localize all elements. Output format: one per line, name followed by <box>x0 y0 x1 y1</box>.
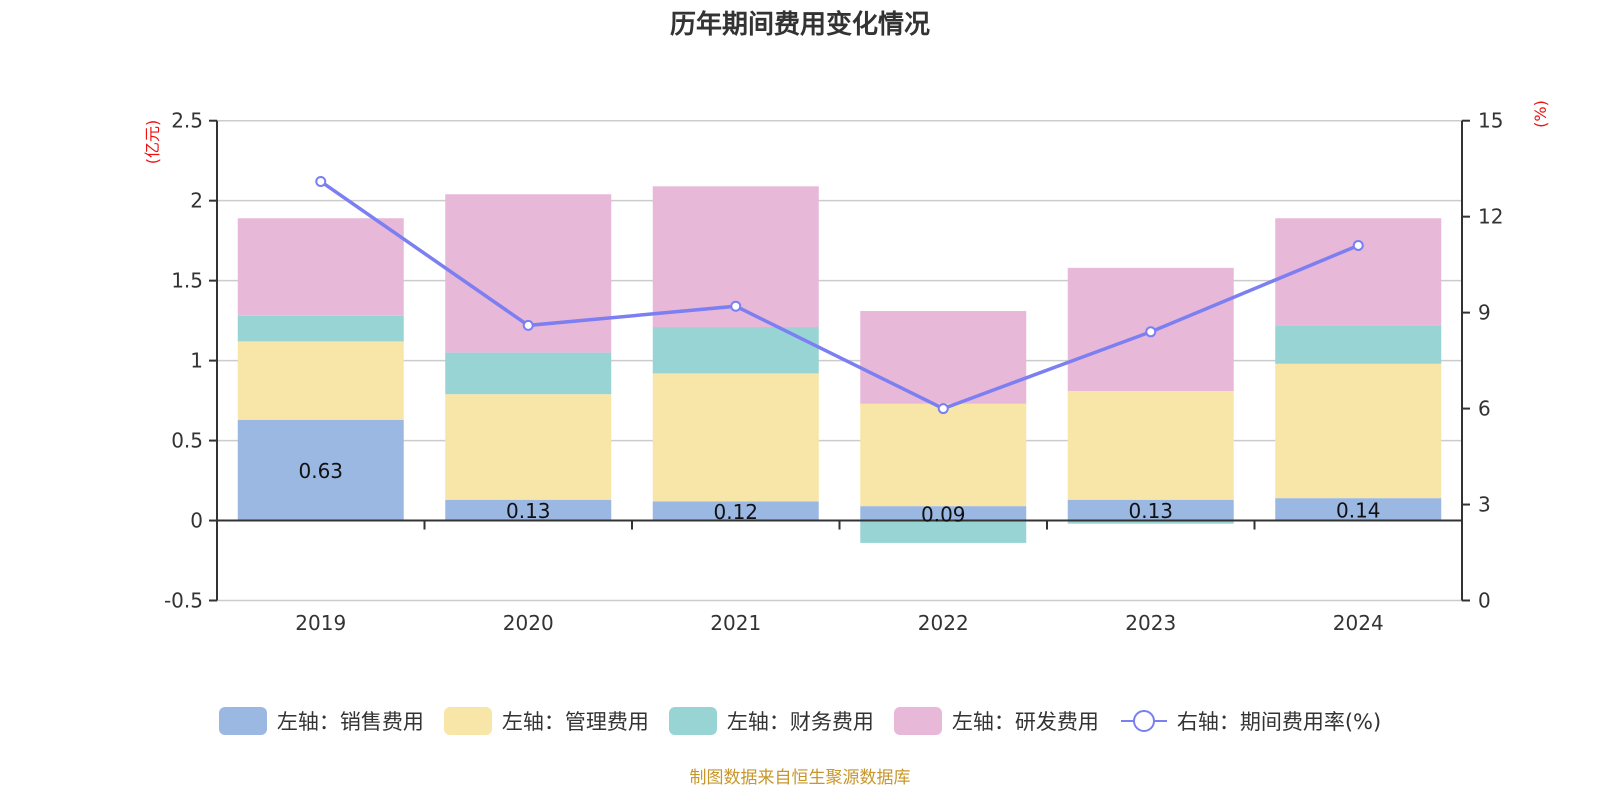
right-axis-tick-label: 12 <box>1478 205 1503 229</box>
legend: 左轴：销售费用 左轴：管理费用 左轴：财务费用 左轴：研发费用 右轴：期间费用率… <box>0 706 1600 736</box>
line-point <box>1352 239 1364 251</box>
left-axis-tick-label: 2.5 <box>171 109 203 133</box>
left-axis-tick-label: -0.5 <box>164 589 203 613</box>
legend-label: 左轴：财务费用 <box>726 710 874 734</box>
legend-swatch-sales <box>218 707 267 735</box>
right-axis-tick-label: 3 <box>1478 493 1491 517</box>
x-axis-tick-label: 2022 <box>918 611 969 635</box>
line-point <box>1145 326 1157 338</box>
right-axis-tick-label: 6 <box>1478 397 1491 421</box>
bar-segment <box>237 341 404 420</box>
legend-item-finance[interactable]: 左轴：财务费用 <box>668 706 874 736</box>
chart-canvas: -0.5 0 0.5 1 1.5 2 2.5 0 3 6 9 12 15 2019 2020 2021 2022… <box>143 100 1550 635</box>
bar-data-label: 0.13 <box>1128 499 1173 523</box>
left-axis-tick-label: 0.5 <box>171 429 203 453</box>
right-axis-tick-label: 9 <box>1478 301 1491 325</box>
right-axis-unit-label: (%) <box>1531 100 1550 128</box>
bar-data-label: 0.09 <box>921 502 966 526</box>
bar-segment <box>445 499 612 521</box>
grid-lines <box>217 119 1462 602</box>
legend-swatch-finance <box>668 707 717 735</box>
bar-segment <box>860 403 1027 507</box>
bar-data-label: 0.12 <box>713 500 758 524</box>
legend-label: 左轴：研发费用 <box>951 710 1099 734</box>
bar-segment <box>237 419 404 521</box>
bar-series <box>237 186 1442 543</box>
right-axis-tick-label: 15 <box>1478 109 1503 133</box>
bar-segment <box>1275 498 1442 521</box>
chart-title: 历年期间费用变化情况 <box>669 10 930 40</box>
bar-data-label: 0.13 <box>506 499 551 523</box>
bar-data-label: 0.14 <box>1336 498 1381 522</box>
data-labels: 0.63 0.13 0.12 0.09 0.13 0.14 <box>298 459 1380 526</box>
bar-segment <box>1067 499 1234 521</box>
x-axis-tick-label: 2021 <box>710 611 761 635</box>
legend-swatch-admin <box>443 707 492 735</box>
line-point <box>937 403 949 415</box>
x-axis-tick-label: 2019 <box>295 611 346 635</box>
bar-segment <box>860 506 1027 521</box>
legend-item-expense-ratio[interactable]: 右轴：期间费用率(%) <box>1119 706 1381 736</box>
legend-item-sales[interactable]: 左轴：销售费用 <box>218 706 424 736</box>
bar-segment <box>1067 520 1234 524</box>
bar-segment <box>445 352 612 395</box>
bar-segment <box>652 501 819 521</box>
legend-label: 左轴：管理费用 <box>501 710 649 734</box>
right-axis-tick-label: 0 <box>1478 589 1491 613</box>
bar-segment <box>1275 218 1442 326</box>
bar-data-label: 0.63 <box>298 459 343 483</box>
legend-item-admin[interactable]: 左轴：管理费用 <box>443 706 649 736</box>
x-axis-tick-label: 2024 <box>1333 611 1384 635</box>
bar-segment <box>652 373 819 502</box>
x-axis-tick-label: 2023 <box>1125 611 1176 635</box>
x-axis-tick-label: 2020 <box>503 611 554 635</box>
bar-segment <box>860 520 1027 543</box>
axes: -0.5 0 0.5 1 1.5 2 2.5 0 3 6 9 12 15 2019 2020 2021 2022… <box>164 109 1503 635</box>
line-point <box>315 175 327 187</box>
left-axis-tick-label: 0 <box>190 509 203 533</box>
bar-segment <box>1275 325 1442 364</box>
source-note: 制图数据来自恒生聚源数据库 <box>689 768 911 788</box>
legend-swatch-rnd <box>893 707 942 735</box>
bar-segment <box>860 311 1027 404</box>
line-point <box>730 300 742 312</box>
bar-segment <box>445 394 612 500</box>
bar-segment <box>1067 390 1234 500</box>
left-axis-tick-label: 1.5 <box>171 269 203 293</box>
left-axis-unit-label: (亿元) <box>143 120 162 165</box>
expense-ratio-line <box>319 180 1359 411</box>
left-axis-tick-label: 2 <box>190 189 203 213</box>
bar-segment <box>1275 363 1442 499</box>
line-series <box>315 175 1364 415</box>
left-axis-tick-label: 1 <box>190 349 203 373</box>
line-point <box>522 319 534 331</box>
line-marker-icon <box>1120 710 1167 732</box>
bar-segment <box>237 315 404 342</box>
legend-item-rnd[interactable]: 左轴：研发费用 <box>893 706 1099 736</box>
legend-label: 右轴：期间费用率(%) <box>1176 710 1382 734</box>
legend-label: 左轴：销售费用 <box>276 710 424 734</box>
bar-segment <box>237 218 404 316</box>
